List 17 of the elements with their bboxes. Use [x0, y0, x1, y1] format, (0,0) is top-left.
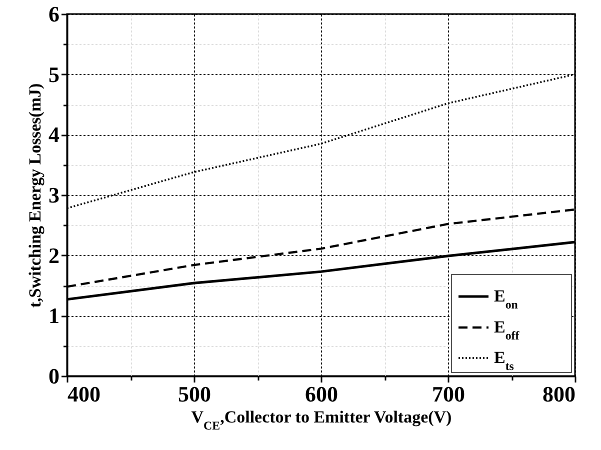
x-tick-label: 700: [432, 382, 465, 406]
legend-label: E$_{off}$: [494, 318, 520, 342]
x-tick-label: 600: [305, 382, 338, 406]
y-tick-label: 5: [48, 62, 60, 87]
y-tick-label: 0: [48, 364, 60, 388]
x-tick-label: 400: [68, 382, 100, 406]
legend-label: E$_{on}$: [494, 286, 518, 312]
x-tick-label: 500: [178, 382, 211, 406]
y-tick-label: 4: [48, 122, 60, 148]
y-tick-label: 1: [48, 303, 60, 328]
y-tick-label: 6: [48, 2, 60, 26]
y-tick-label: 3: [48, 182, 60, 208]
x-tick-label: 800: [542, 382, 576, 406]
legend-label: E$_{ts}$: [494, 348, 514, 373]
x-axis-title: V$_{CE}$,Collector to Emitter Voltage(V): [191, 408, 452, 432]
y-axis-title: t,Switching Energy Losses(mJ): [26, 83, 44, 308]
y-tick-label: 2: [48, 242, 60, 268]
